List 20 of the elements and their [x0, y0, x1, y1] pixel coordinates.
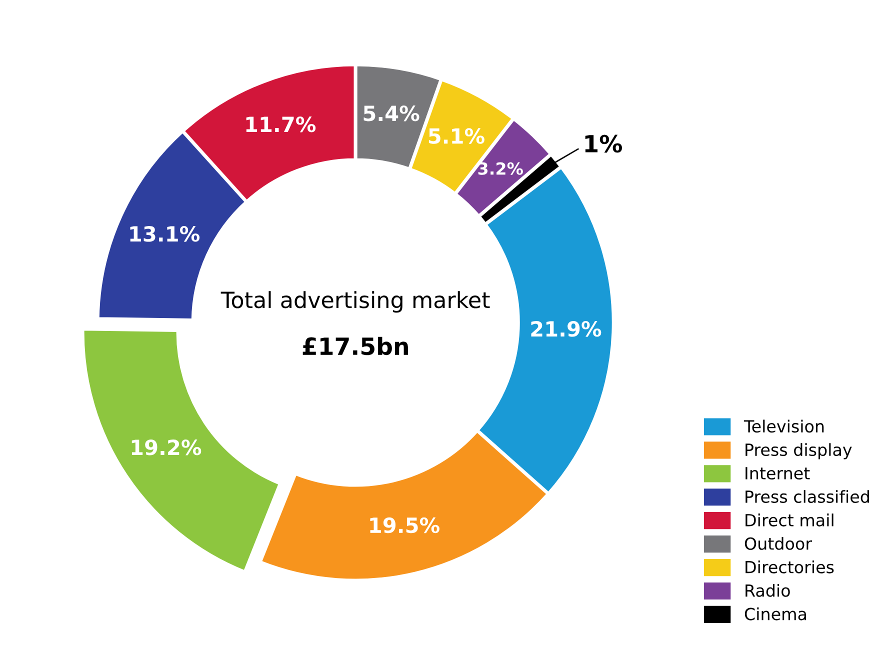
- legend-label: Press classified: [746, 490, 869, 503]
- data-label: 5.1%: [428, 128, 484, 144]
- text: £17.5bn: [302, 336, 408, 356]
- legend-label: Press display: [746, 443, 852, 460]
- legend-label: Internet: [746, 467, 810, 480]
- data-label: 11.7%: [246, 116, 316, 132]
- data-label: 13.1%: [130, 226, 200, 242]
- text: Total advertising market: [220, 291, 490, 313]
- legend-label: Cinema: [744, 607, 806, 620]
- data-label: 21.9%: [531, 321, 602, 337]
- data-label: 5.4%: [364, 106, 420, 122]
- legend-label: Outdoor: [744, 537, 812, 550]
- legend-label: Direct mail: [746, 514, 834, 526]
- legend-label: Directories: [746, 560, 834, 574]
- legend-label: Television: [744, 420, 824, 433]
- data-label: 19.2%: [132, 440, 202, 456]
- data-label: 1%: [585, 134, 622, 153]
- data-label: 3.2%: [478, 162, 523, 175]
- legend-label: Radio: [746, 584, 790, 597]
- data-label: 19.5%: [370, 517, 440, 534]
